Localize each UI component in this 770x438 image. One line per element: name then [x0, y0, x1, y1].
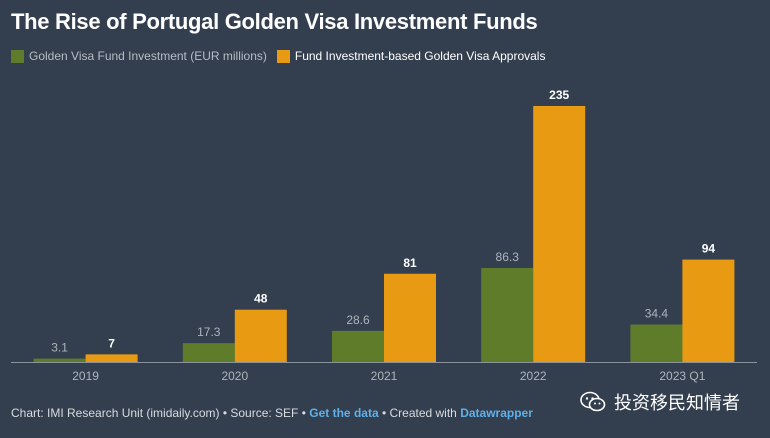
- footer-created-with: • Created with: [378, 406, 461, 420]
- x-tick-label-2022: 2022: [520, 369, 547, 383]
- x-tick-label-2020: 2020: [221, 369, 248, 383]
- data-label-approvals-2020: 48: [254, 292, 268, 306]
- footer: Chart: IMI Research Unit (imidaily.com) …: [11, 406, 533, 420]
- bar-approvals-2022: [533, 106, 586, 362]
- watermark: 投资移民知情者: [580, 389, 740, 415]
- data-label-investment-2022: 86.3: [496, 250, 520, 264]
- datawrapper-link[interactable]: Datawrapper: [460, 406, 533, 420]
- legend-item-approvals: Fund Investment-based Golden Visa Approv…: [276, 49, 546, 63]
- x-tick-label-2019: 2019: [72, 369, 99, 383]
- legend-item-investment: Golden Visa Fund Investment (EUR million…: [11, 49, 267, 63]
- data-label-approvals-2019: 7: [108, 336, 115, 350]
- data-label-approvals-2023-q1: 94: [702, 242, 716, 256]
- bar-approvals-2019: [85, 354, 138, 362]
- bar-chart: 3.1 7 2019 17.3 48 2020 28.6 81 2021 86.3 235 2022 3…: [11, 88, 757, 383]
- bar-approvals-2021: [384, 273, 436, 362]
- chart-title: The Rise of Portugal Golden Visa Investm…: [11, 9, 538, 34]
- x-tick-label-2021: 2021: [371, 369, 398, 383]
- bar-investment-2022: [481, 267, 534, 362]
- bar-investment-2020: [182, 343, 235, 362]
- legend-label-investment: Golden Visa Fund Investment (EUR million…: [29, 49, 267, 63]
- bar-approvals-2023-q1: [682, 259, 735, 362]
- legend: Golden Visa Fund Investment (EUR million…: [11, 49, 555, 63]
- bar-investment-2019: [33, 358, 86, 362]
- x-tick-label-2023-q1: 2023 Q1: [659, 369, 705, 383]
- bar-investment-2023-q1: [630, 324, 683, 362]
- data-label-approvals-2022: 235: [549, 88, 569, 102]
- data-label-investment-2020: 17.3: [197, 325, 221, 339]
- legend-swatch-investment: [11, 49, 24, 63]
- wechat-icon: [580, 391, 606, 412]
- bar-investment-2021: [332, 330, 384, 362]
- legend-swatch-approvals: [276, 49, 290, 63]
- data-label-approvals-2021: 81: [403, 256, 417, 270]
- legend-label-approvals: Fund Investment-based Golden Visa Approv…: [294, 49, 546, 63]
- bar-approvals-2020: [234, 309, 287, 362]
- watermark-text: 投资移民知情者: [614, 393, 740, 413]
- get-data-link[interactable]: Get the data: [309, 406, 379, 420]
- data-label-investment-2019: 3.1: [51, 341, 68, 355]
- footer-credit: Chart: IMI Research Unit (imidaily.com) …: [11, 406, 310, 420]
- data-label-investment-2023-q1: 34.4: [645, 307, 669, 321]
- data-label-investment-2021: 28.6: [346, 313, 370, 327]
